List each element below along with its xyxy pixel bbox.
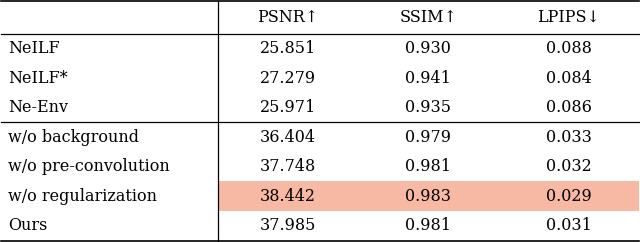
Text: 37.748: 37.748 bbox=[260, 158, 316, 175]
Bar bbox=[218, 182, 639, 211]
Text: 0.930: 0.930 bbox=[405, 40, 451, 57]
Text: w/o pre-convolution: w/o pre-convolution bbox=[8, 158, 170, 175]
Text: LPIPS↓: LPIPS↓ bbox=[537, 9, 600, 26]
Text: NeILF*: NeILF* bbox=[8, 69, 67, 87]
Text: SSIM↑: SSIM↑ bbox=[399, 9, 457, 26]
Text: PSNR↑: PSNR↑ bbox=[257, 9, 319, 26]
Text: 0.981: 0.981 bbox=[405, 217, 451, 234]
Text: 0.088: 0.088 bbox=[545, 40, 591, 57]
Text: 0.086: 0.086 bbox=[545, 99, 591, 116]
Text: NeILF: NeILF bbox=[8, 40, 60, 57]
Text: 0.935: 0.935 bbox=[405, 99, 451, 116]
Text: 36.404: 36.404 bbox=[260, 129, 316, 146]
Text: Ne-Env: Ne-Env bbox=[8, 99, 68, 116]
Text: 38.442: 38.442 bbox=[260, 188, 316, 205]
Text: 0.032: 0.032 bbox=[546, 158, 591, 175]
Text: 37.985: 37.985 bbox=[260, 217, 316, 234]
Text: 0.979: 0.979 bbox=[405, 129, 451, 146]
Text: 0.941: 0.941 bbox=[405, 69, 451, 87]
Text: w/o regularization: w/o regularization bbox=[8, 188, 157, 205]
Text: 27.279: 27.279 bbox=[260, 69, 316, 87]
Text: Ours: Ours bbox=[8, 217, 47, 234]
Text: 0.084: 0.084 bbox=[546, 69, 591, 87]
Text: 0.031: 0.031 bbox=[545, 217, 591, 234]
Text: 25.971: 25.971 bbox=[260, 99, 316, 116]
Text: 0.981: 0.981 bbox=[405, 158, 451, 175]
Text: 0.983: 0.983 bbox=[405, 188, 451, 205]
Text: 0.033: 0.033 bbox=[545, 129, 591, 146]
Text: 0.029: 0.029 bbox=[546, 188, 591, 205]
Text: w/o background: w/o background bbox=[8, 129, 139, 146]
Text: 25.851: 25.851 bbox=[260, 40, 316, 57]
